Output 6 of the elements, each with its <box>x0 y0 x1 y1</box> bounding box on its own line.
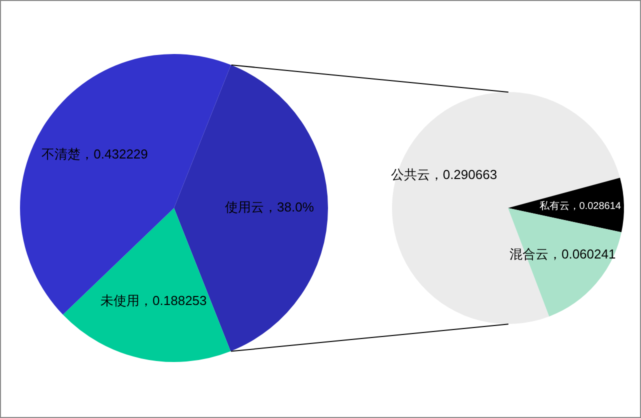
slice-label: 公共云，0.290663 <box>390 166 498 182</box>
slice-label: 使用云，38.0% <box>225 200 314 215</box>
slice-label: 混合云，0.060241 <box>509 246 616 262</box>
slice-label: 私有云，0.028614 <box>539 200 622 212</box>
slice-label: 未使用，0.188253 <box>100 292 207 308</box>
slice-label: 不清楚，0.432229 <box>42 146 148 162</box>
